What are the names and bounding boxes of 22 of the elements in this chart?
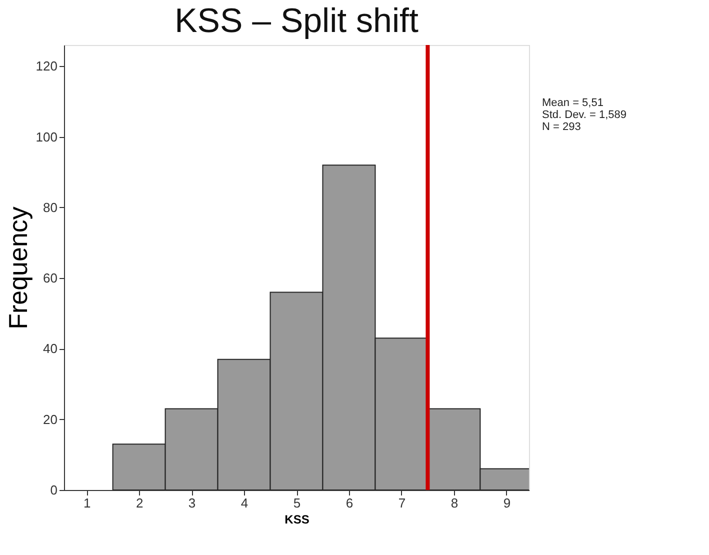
x-tick-label: 5 — [293, 496, 301, 510]
y-axis-title: Frequency — [2, 206, 33, 330]
x-tick-label: 9 — [503, 496, 511, 510]
y-tick-label: 100 — [36, 129, 58, 144]
text: N = 293 — [542, 121, 581, 133]
x-tick-label: 1 — [83, 496, 91, 510]
x-tick-label: 4 — [240, 496, 248, 510]
text: Std. Dev. = 1,589 — [542, 109, 626, 121]
y-tick-label: 120 — [36, 58, 58, 74]
x-tick-label: 3 — [188, 496, 196, 510]
y-tick-label: 20 — [43, 412, 58, 427]
y-tick-label: 60 — [43, 270, 58, 286]
x-tick-label: 7 — [398, 496, 406, 510]
x-tick-label: 6 — [346, 496, 354, 510]
y-tick-label: 40 — [43, 341, 58, 356]
x-tick-label: 8 — [450, 496, 458, 510]
x-axis-title: KSS — [284, 512, 310, 526]
y-tick-label: 80 — [43, 200, 58, 215]
y-tick-label: 0 — [50, 482, 58, 498]
chart-title: KSS – Split shift — [174, 2, 419, 40]
text: Mean = 5,51 — [542, 97, 604, 109]
x-tick-label: 2 — [136, 496, 144, 510]
